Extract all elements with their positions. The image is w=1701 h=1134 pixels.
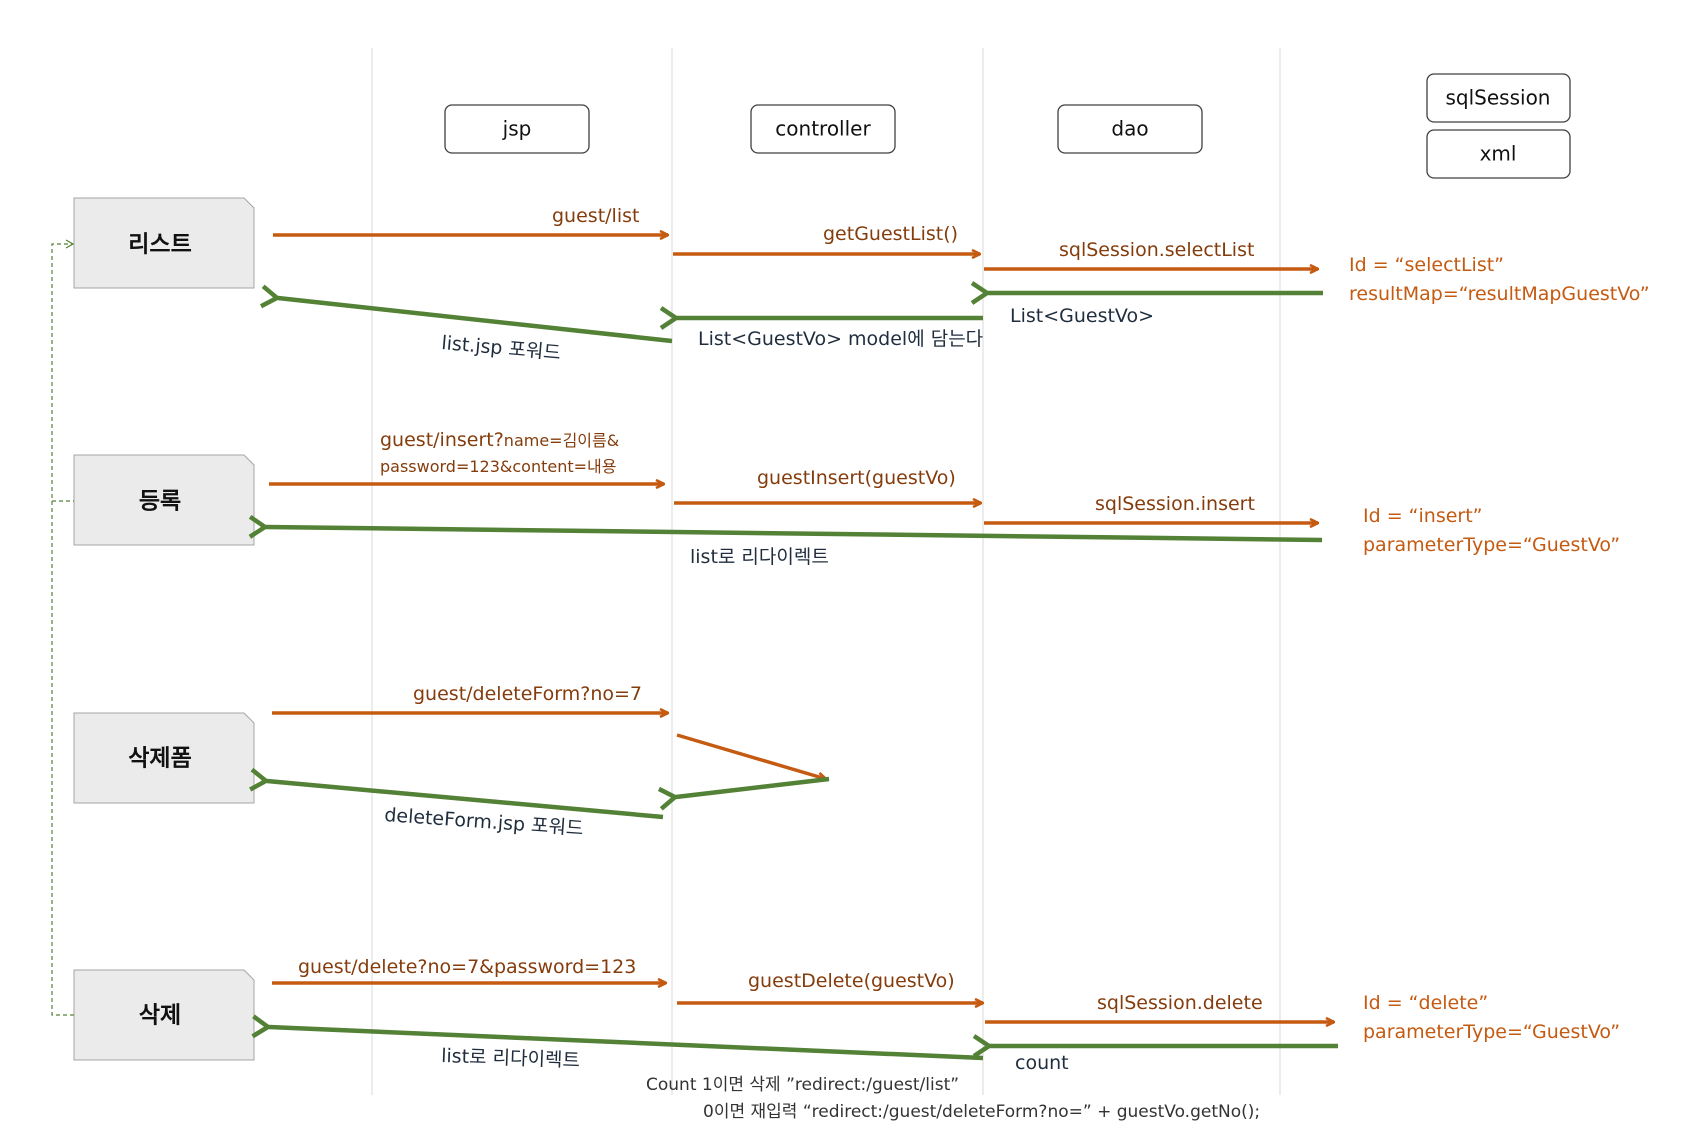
insert-redirect-label: list로 리다이렉트: [690, 546, 829, 568]
delete-form-forward-arrow: [267, 781, 664, 820]
list-dao-call-label: sqlSession.selectList: [1059, 239, 1254, 261]
delete-form-internal-arrow: [676, 733, 826, 779]
page-delete-form: 삭제폼: [73, 712, 255, 804]
page-list: 리스트: [73, 197, 255, 289]
header-controller: controller: [750, 104, 896, 154]
insert-request-main: guest/insert?: [380, 429, 504, 451]
header-xml: xml: [1426, 129, 1571, 179]
delete-form-forward-label: deleteForm.jsp 포워드: [384, 804, 585, 840]
header-sqlsession-label: sqlSession: [1446, 86, 1551, 110]
header-jsp-label: jsp: [502, 117, 532, 141]
insert-request-label-line2: password=123&content=내용: [380, 457, 617, 476]
page-delete-label: 삭제: [139, 1003, 181, 1029]
delete-xml-id: Id = “delete”: [1363, 992, 1488, 1014]
insert-request-params: name=김이름&: [504, 431, 619, 450]
page-delete-form-label: 삭제폼: [128, 746, 191, 772]
delete-dao-call-label: sqlSession.delete: [1097, 992, 1263, 1014]
header-sqlsession: sqlSession: [1426, 73, 1571, 123]
header-controller-label: controller: [775, 117, 871, 141]
delete-redirect-arrow: [269, 1027, 984, 1061]
delete-dao-return-label: count: [1015, 1052, 1069, 1074]
insert-redirect-arrow: [266, 527, 1323, 543]
header-dao: dao: [1057, 104, 1203, 154]
list-xml-resultmap: resultMap=“resultMapGuestVo”: [1349, 283, 1650, 305]
list-request-label: guest/list: [552, 205, 639, 227]
header-xml-label: xml: [1480, 142, 1517, 166]
delete-redirect-label: list로 리다이렉트: [441, 1045, 581, 1072]
redirect-connector: [51, 239, 75, 1016]
page-insert: 등록: [73, 454, 255, 546]
header-jsp: jsp: [444, 104, 590, 154]
header-dao-label: dao: [1111, 117, 1148, 141]
insert-request-label: guest/insert?name=김이름&: [380, 429, 619, 451]
delete-form-request-label: guest/deleteForm?no=7: [413, 683, 642, 705]
page-delete: 삭제: [73, 969, 255, 1061]
insert-xml-param: parameterType=“GuestVo”: [1363, 534, 1620, 556]
insert-xml-id: Id = “insert”: [1363, 505, 1483, 527]
list-forward-arrow: [278, 298, 673, 344]
delete-xml-param: parameterType=“GuestVo”: [1363, 1021, 1620, 1043]
delete-note-line1: Count 1이면 삭제 ”redirect:/guest/list”: [646, 1075, 959, 1095]
list-controller-call-label: getGuestList(): [823, 223, 958, 245]
page-insert-label: 등록: [139, 489, 181, 515]
delete-request-label: guest/delete?no=7&password=123: [298, 956, 636, 978]
list-dao-return-label: List<GuestVo>: [1010, 305, 1154, 327]
list-controller-return-label: List<GuestVo> model에 담는다: [698, 328, 983, 350]
list-forward-label: list.jsp 포워드: [441, 332, 562, 364]
delete-form-internal-return-arrow: [676, 776, 830, 797]
delete-note-line2: 0이면 재입력 “redirect:/guest/deleteForm?no=”…: [703, 1102, 1260, 1122]
insert-dao-call-label: sqlSession.insert: [1095, 493, 1255, 515]
page-list-label: 리스트: [128, 232, 191, 258]
delete-controller-call-label: guestDelete(guestVo): [748, 970, 955, 992]
list-xml-id: Id = “selectList”: [1349, 254, 1504, 276]
insert-controller-call-label: guestInsert(guestVo): [757, 467, 956, 489]
